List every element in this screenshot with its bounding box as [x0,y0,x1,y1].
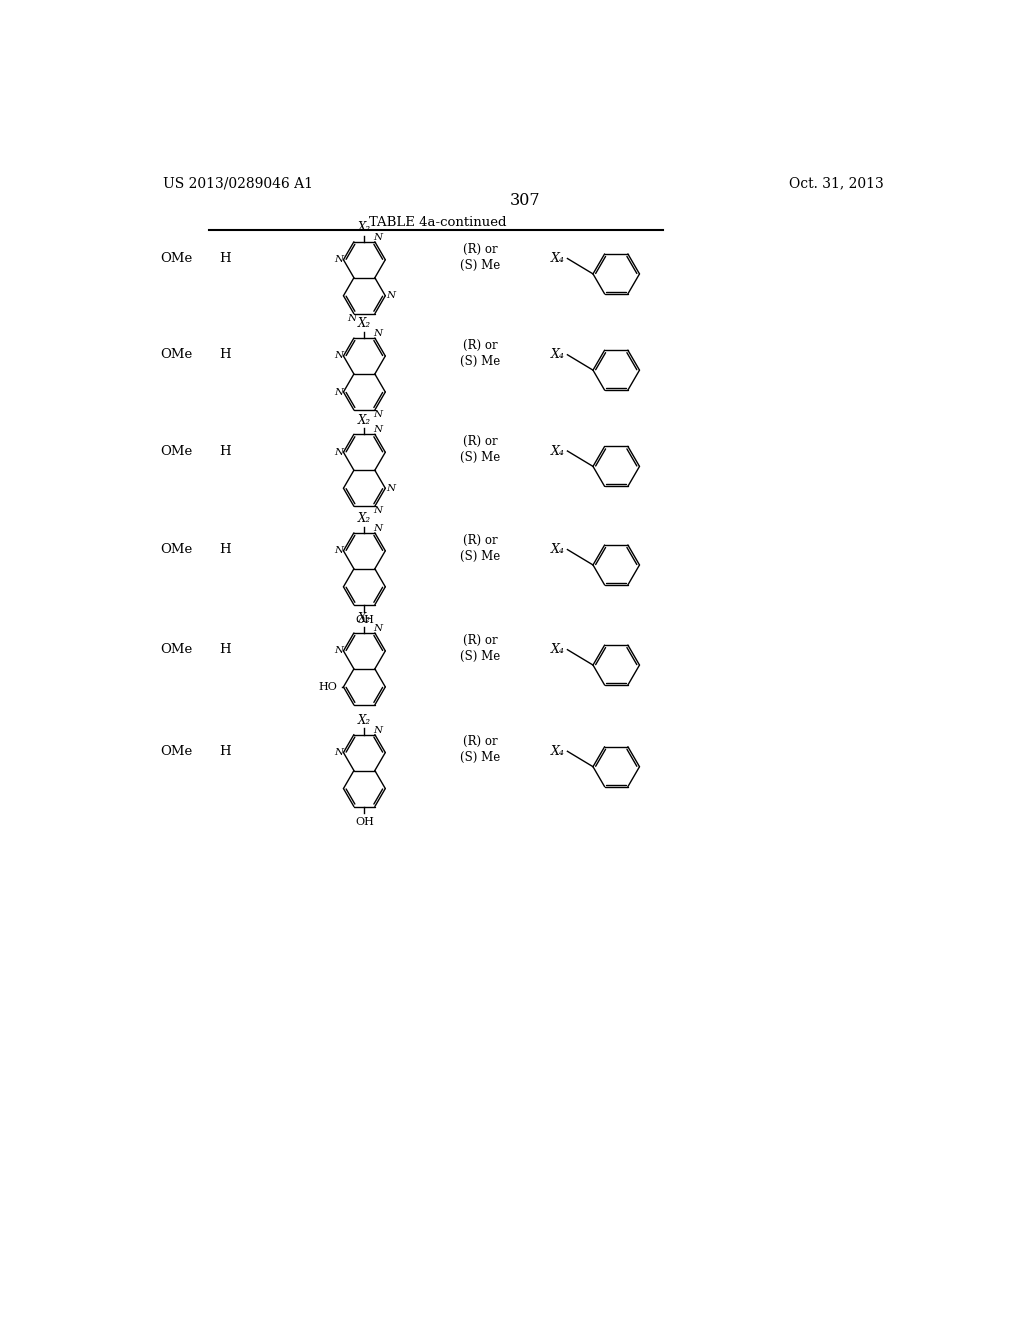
Text: X₄: X₄ [550,744,564,758]
Text: X₂: X₂ [357,714,371,727]
Text: X₂: X₂ [357,317,371,330]
Text: N: N [347,314,356,322]
Text: N: N [373,232,382,242]
Text: N: N [373,624,382,634]
Text: US 2013/0289046 A1: US 2013/0289046 A1 [163,176,313,190]
Text: N: N [334,748,343,758]
Text: OMe: OMe [160,445,193,458]
Text: 307: 307 [510,191,540,209]
Text: OMe: OMe [160,348,193,362]
Text: X₄: X₄ [550,643,564,656]
Text: X₄: X₄ [550,348,564,362]
Text: N: N [334,388,343,396]
Text: OMe: OMe [160,543,193,556]
Text: N: N [373,409,382,418]
Text: (R) or
(S) Me: (R) or (S) Me [461,533,501,562]
Text: N: N [386,483,395,492]
Text: (R) or
(S) Me: (R) or (S) Me [461,634,501,663]
Text: OH: OH [355,615,374,624]
Text: N: N [334,647,343,656]
Text: OMe: OMe [160,252,193,265]
Text: H: H [219,252,230,265]
Text: X₂: X₂ [357,413,371,426]
Text: N: N [386,292,395,300]
Text: OH: OH [355,817,374,826]
Text: OMe: OMe [160,744,193,758]
Text: X₄: X₄ [550,543,564,556]
Text: N: N [334,351,343,360]
Text: TABLE 4a-continued: TABLE 4a-continued [370,216,507,230]
Text: (R) or
(S) Me: (R) or (S) Me [461,436,501,463]
Text: N: N [334,255,343,264]
Text: H: H [219,445,230,458]
Text: X₂: X₂ [357,512,371,525]
Text: N: N [373,726,382,735]
Text: (R) or
(S) Me: (R) or (S) Me [461,339,501,368]
Text: N: N [373,524,382,533]
Text: H: H [219,744,230,758]
Text: H: H [219,543,230,556]
Text: N: N [373,506,382,515]
Text: (R) or
(S) Me: (R) or (S) Me [461,243,501,272]
Text: N: N [373,329,382,338]
Text: OMe: OMe [160,643,193,656]
Text: N: N [334,447,343,457]
Text: N: N [373,425,382,434]
Text: HO: HO [318,682,337,692]
Text: H: H [219,348,230,362]
Text: H: H [219,643,230,656]
Text: X₄: X₄ [550,445,564,458]
Text: X₂: X₂ [357,220,371,234]
Text: Oct. 31, 2013: Oct. 31, 2013 [788,176,884,190]
Text: N: N [334,546,343,556]
Text: X₄: X₄ [550,252,564,265]
Text: X₂: X₂ [357,612,371,626]
Text: (R) or
(S) Me: (R) or (S) Me [461,735,501,764]
